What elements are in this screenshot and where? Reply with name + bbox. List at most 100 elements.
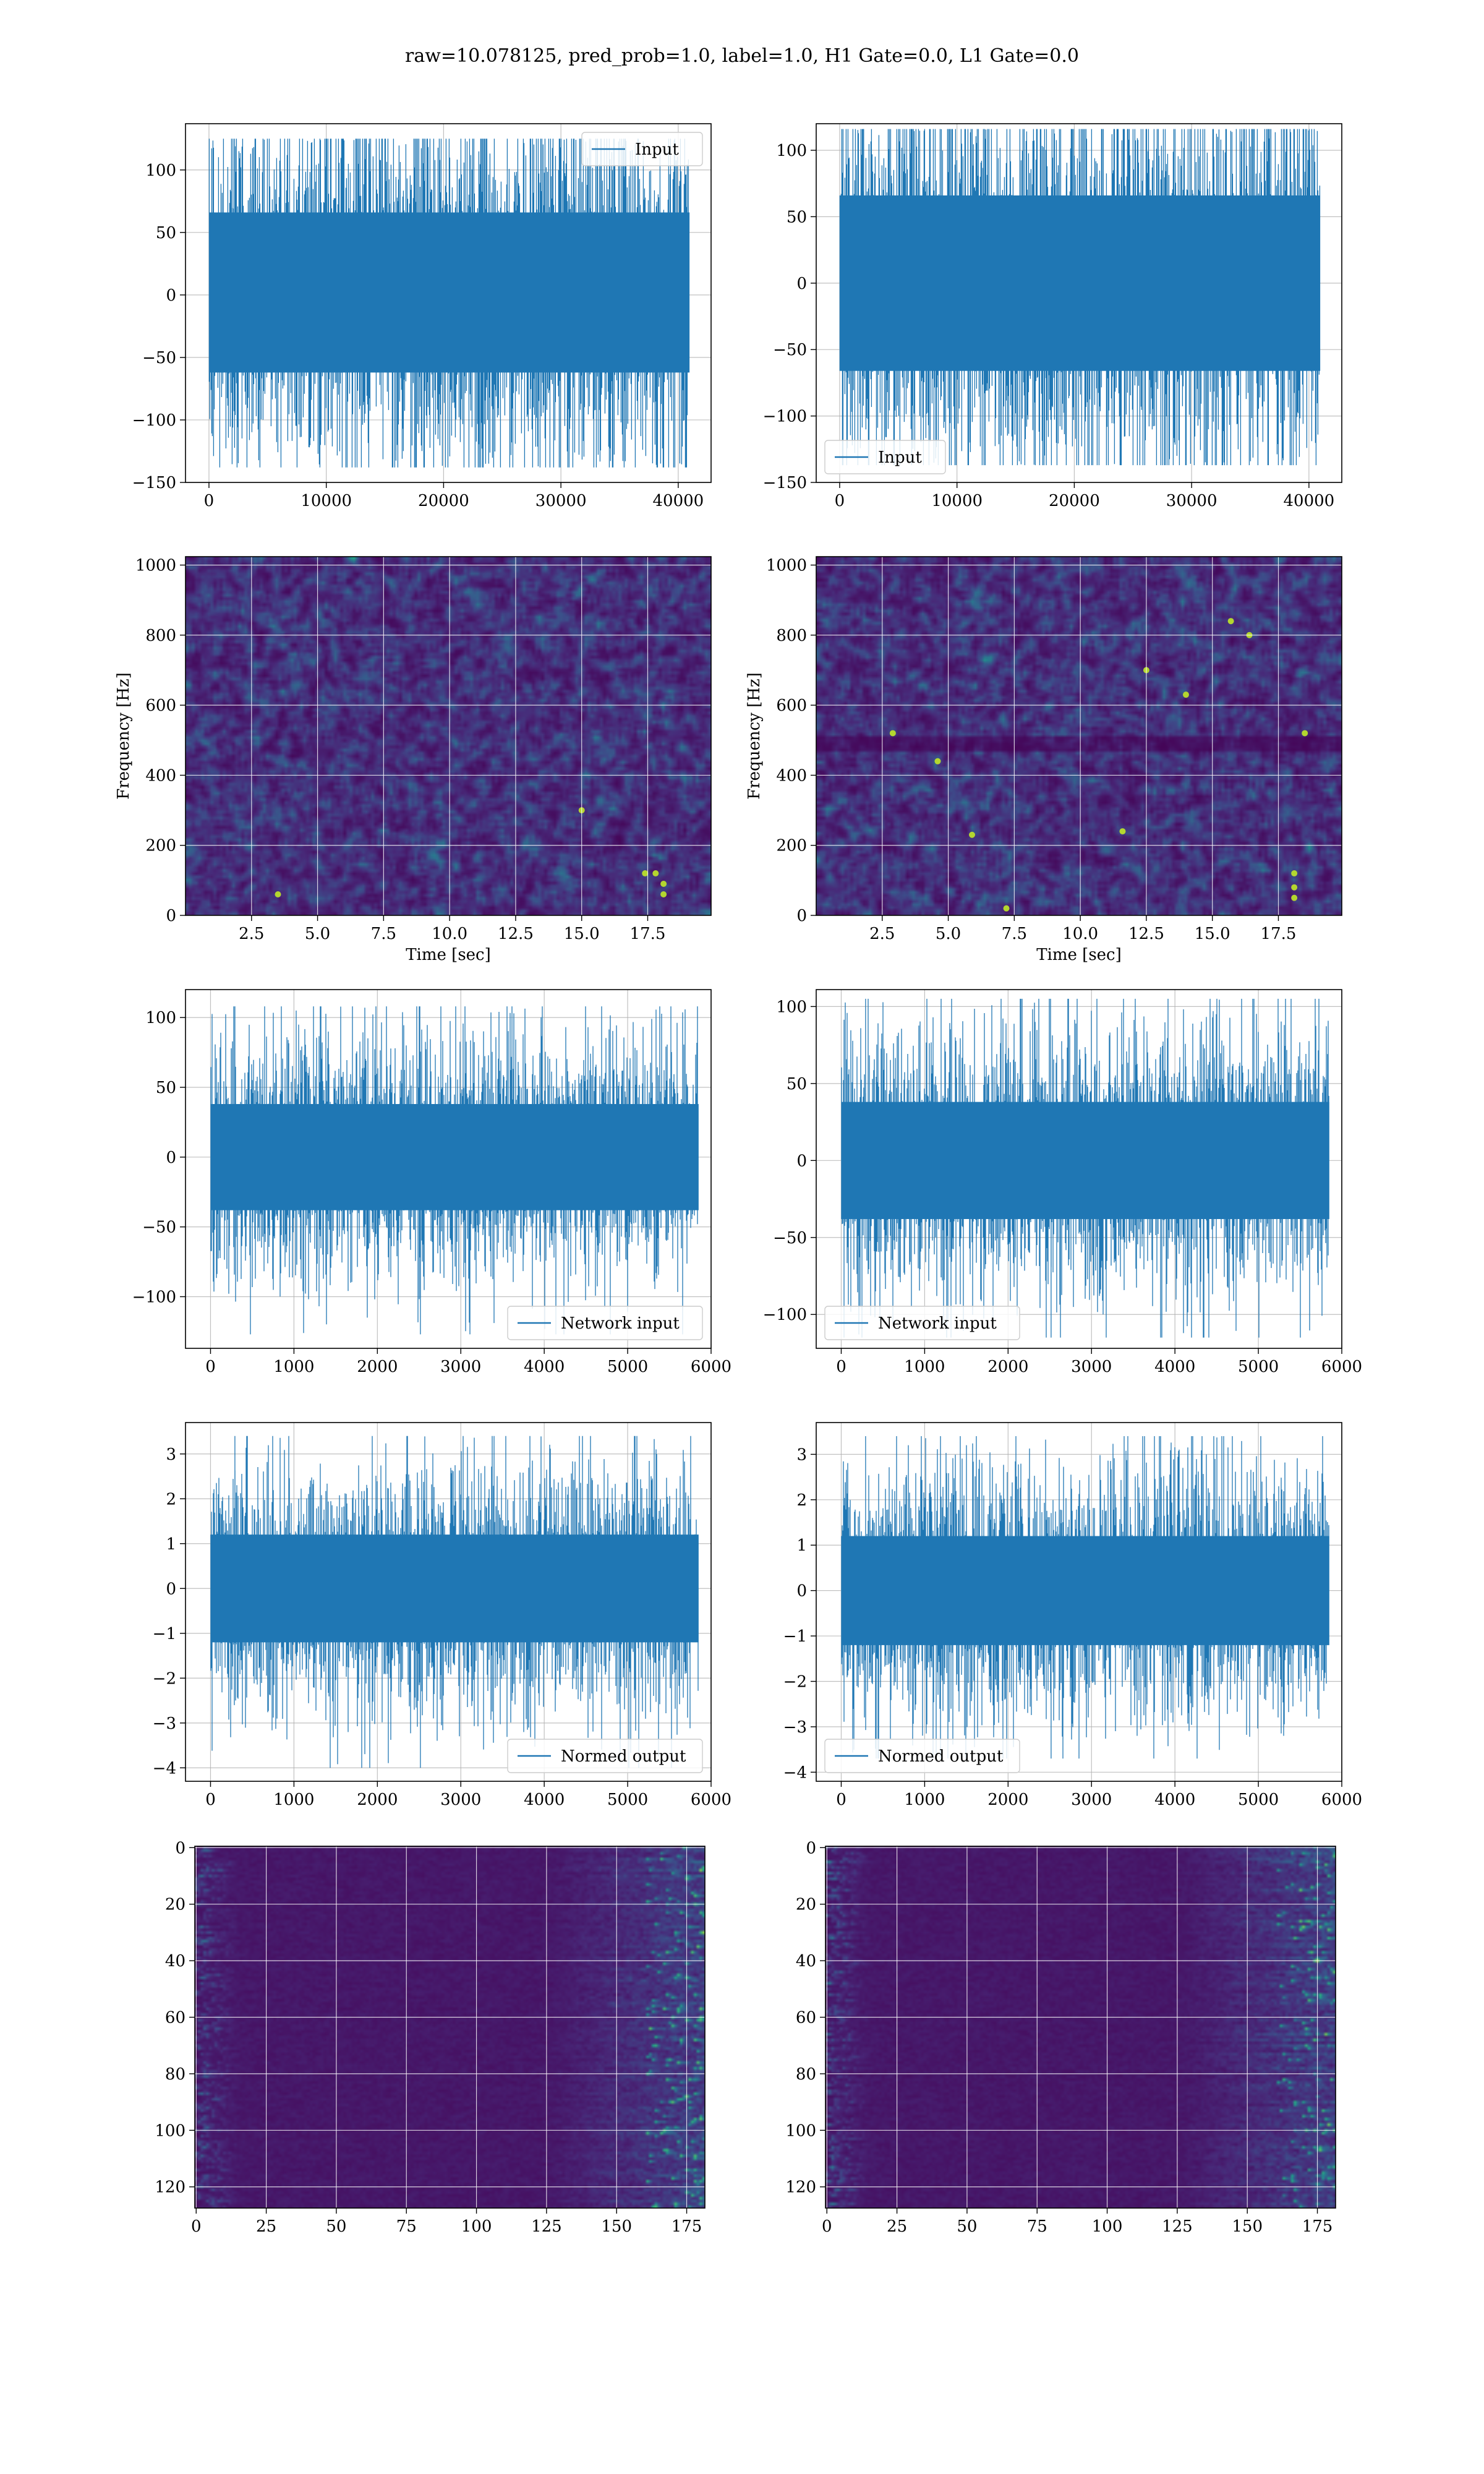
legend-box	[581, 132, 703, 166]
y-tick-label: −4	[783, 1763, 807, 1782]
x-tick-label: 40000	[653, 492, 704, 510]
y-tick-label: 1000	[766, 557, 807, 575]
spectrogram-hotspot	[1291, 894, 1298, 901]
y-tick-label: −50	[142, 349, 176, 367]
y-tick-label: 100	[776, 142, 807, 160]
series-line-input-h1	[208, 139, 690, 468]
x-tick-label: 4000	[524, 1358, 565, 1376]
y-tick-label: 2	[166, 1490, 176, 1509]
y-tick-label: 50	[787, 1075, 807, 1094]
y-tick-label: 100	[145, 161, 176, 180]
y-tick-label: −1	[783, 1627, 807, 1646]
y-tick-label: 2	[796, 1491, 807, 1510]
x-tick-label: 6000	[1321, 1791, 1362, 1809]
x-tick-label: 5000	[1238, 1358, 1279, 1376]
y-tick-label: 600	[776, 696, 807, 715]
legend-label: Network input	[561, 1314, 680, 1333]
x-tick-label: 175	[672, 2217, 702, 2236]
y-tick-label: −3	[153, 1714, 176, 1733]
y-tick-label: −100	[132, 1288, 176, 1306]
x-tick-label: 125	[1162, 2217, 1193, 2236]
y-tick-label: −150	[132, 474, 176, 492]
x-tick-label: 150	[601, 2217, 632, 2236]
spectrogram-hotspot	[652, 870, 659, 877]
y-tick-label: −3	[783, 1718, 807, 1737]
x-tick-label: 3000	[440, 1358, 481, 1376]
spectrogram-hotspot	[1291, 870, 1298, 877]
x-tick-label: 6000	[691, 1791, 731, 1809]
y-tick-label: 60	[796, 2009, 816, 2027]
spectrogram-hotspot	[969, 831, 976, 838]
spectrogram-hotspot	[934, 758, 941, 764]
x-tick-label: 75	[1027, 2217, 1047, 2236]
series-line-normed-output-l1	[841, 1436, 1329, 1759]
y-tick-label: −2	[153, 1669, 176, 1688]
x-tick-label: 10.0	[1062, 925, 1098, 943]
series-line-input-l1	[839, 129, 1321, 466]
subplot-network-input-l1: 0 1000 2000 3000 4000 5000 6000 −100 −50 0 50 100 Ne…	[763, 989, 1362, 1376]
x-tick-label: 10000	[301, 492, 352, 510]
x-tick-label: 12.5	[1128, 925, 1164, 943]
x-tick-label: 5000	[607, 1791, 648, 1809]
spectrogram-hotspot	[1302, 730, 1308, 737]
y-tick-label: 0	[796, 1582, 807, 1601]
gridlines	[195, 1846, 705, 2208]
y-tick-label: 3	[166, 1445, 176, 1464]
y-tick-label: 400	[145, 766, 176, 785]
x-axis-label: Time [sec]	[1036, 946, 1122, 964]
x-tick-label: 50	[326, 2217, 346, 2236]
x-tick-label: 10.0	[432, 925, 467, 943]
subplot-input-h1: 0 10000 20000 30000 40000 −150 −100 −50 0 50 100 In…	[132, 123, 712, 510]
subplot-spectrogram-h1: 2.5 5.0 7.5 10.0 12.5 15.0 17.5 0 200 400 600 800 10…	[114, 556, 712, 964]
x-tick-label: 0	[191, 2217, 202, 2236]
figure-title: raw=10.078125, pred_prob=1.0, label=1.0,…	[405, 45, 1079, 67]
x-tick-label: 4000	[524, 1791, 565, 1809]
y-tick-label: 20	[796, 1896, 816, 1914]
x-tick-label: 40000	[1284, 492, 1335, 510]
gridlines	[825, 1846, 1336, 2208]
x-tick-label: 17.5	[630, 925, 666, 943]
y-tick-label: −150	[763, 474, 807, 492]
x-tick-label: 0	[822, 2217, 832, 2236]
y-tick-label: 120	[785, 2178, 816, 2197]
x-tick-label: 1000	[904, 1358, 945, 1376]
legend-label: Normed output	[878, 1747, 1004, 1766]
legend-label: Network input	[878, 1314, 997, 1333]
y-tick-label: 3	[796, 1445, 807, 1464]
x-tick-label: 1000	[273, 1358, 314, 1376]
x-tick-label: 4000	[1154, 1358, 1195, 1376]
x-tick-label: 15.0	[564, 925, 600, 943]
axes-frame	[816, 123, 1342, 483]
axes-frame	[185, 1422, 712, 1782]
spectrogram-hotspot	[1003, 905, 1010, 912]
legend-label: Input	[878, 448, 922, 467]
axes-frame	[185, 556, 712, 916]
y-tick-label: −100	[763, 408, 807, 426]
series-line-network-input-l1	[841, 998, 1329, 1338]
x-tick-label: 4000	[1154, 1791, 1195, 1809]
legend-box	[507, 1739, 703, 1773]
spectrogram-hotspot	[1182, 691, 1189, 698]
spectrogram-hotspot	[889, 730, 896, 737]
y-tick-label: 0	[806, 1839, 816, 1857]
y-tick-label: 200	[145, 837, 176, 855]
x-tick-label: 17.5	[1261, 925, 1297, 943]
x-tick-label: 3000	[440, 1791, 481, 1809]
subplot-feature-map-h1: 0 25 50 75 100 125 150 175 0 20 40 60 80 100 120	[155, 1839, 706, 2236]
axes-frame	[816, 556, 1342, 916]
x-tick-label: 7.5	[1002, 925, 1027, 943]
x-tick-label: 0	[204, 492, 215, 510]
subplot-spectrogram-l1: 2.5 5.0 7.5 10.0 12.5 15.0 17.5 0 200 400 600 800 10…	[745, 556, 1342, 964]
x-tick-label: 175	[1302, 2217, 1333, 2236]
legend-box	[824, 440, 946, 474]
y-tick-label: 0	[166, 286, 176, 305]
legend: Normed output	[824, 1739, 1020, 1773]
axes-frame	[816, 1422, 1342, 1782]
y-tick-label: 40	[165, 1952, 186, 1971]
y-tick-label: 0	[796, 275, 807, 293]
x-tick-label: 6000	[1321, 1358, 1362, 1376]
legend-box	[824, 1306, 1020, 1340]
axes-frame	[825, 1846, 1336, 2209]
x-tick-label: 30000	[535, 492, 587, 510]
y-tick-label: −50	[142, 1218, 176, 1237]
